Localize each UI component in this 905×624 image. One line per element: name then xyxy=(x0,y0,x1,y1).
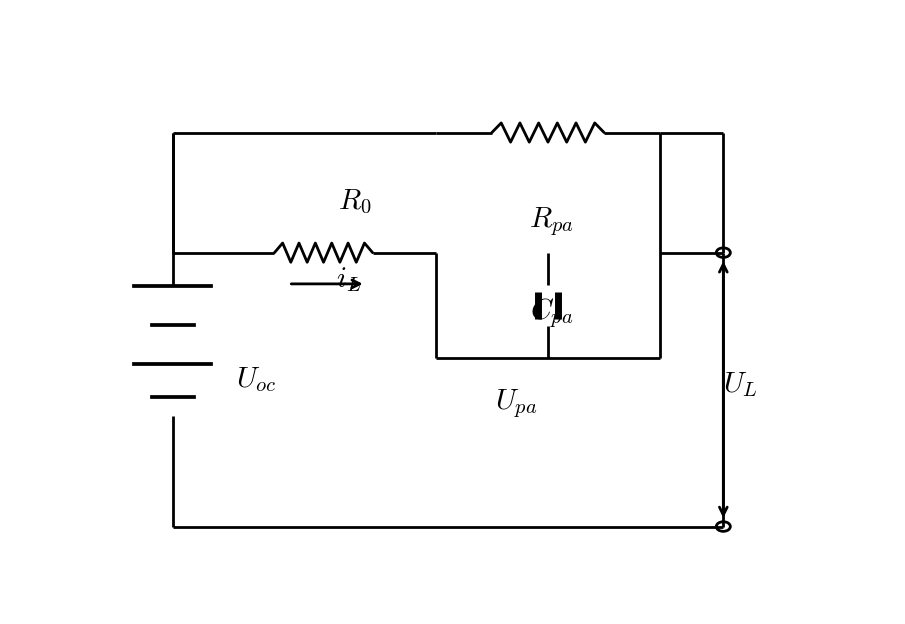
Text: $U_{oc}$: $U_{oc}$ xyxy=(236,366,276,394)
Text: $C_{pa}$: $C_{pa}$ xyxy=(529,296,573,329)
Text: $R_{pa}$: $R_{pa}$ xyxy=(529,205,574,238)
Text: $U_L$: $U_L$ xyxy=(723,370,758,399)
Text: $i_L$: $i_L$ xyxy=(336,265,361,293)
Text: $U_{pa}$: $U_{pa}$ xyxy=(495,388,538,421)
Text: $R_0$: $R_0$ xyxy=(338,188,372,217)
